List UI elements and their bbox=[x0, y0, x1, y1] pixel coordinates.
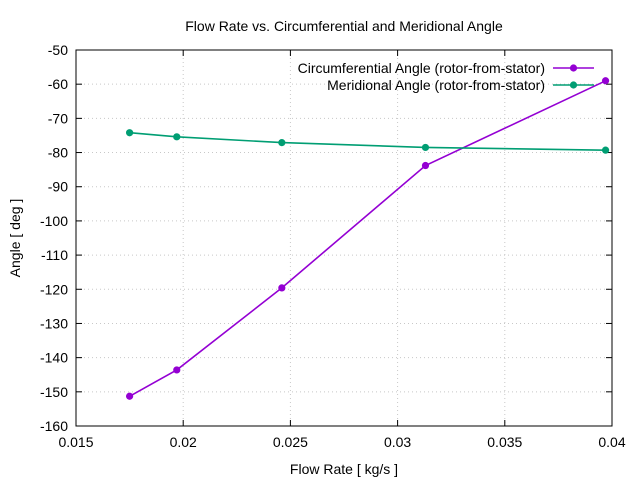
x-tick-label: 0.015 bbox=[58, 434, 93, 450]
x-tick-label: 0.03 bbox=[384, 434, 411, 450]
data-point bbox=[421, 161, 430, 170]
y-tick-label: -130 bbox=[40, 315, 68, 331]
series-line bbox=[129, 80, 606, 397]
series-2 bbox=[126, 129, 610, 154]
x-axis-label: Flow Rate [ kg/s ] bbox=[290, 461, 398, 477]
legend-marker bbox=[569, 81, 578, 89]
y-tick-label: -140 bbox=[40, 350, 68, 366]
data-point bbox=[173, 133, 181, 141]
data-point bbox=[278, 284, 286, 292]
y-tick-label: -60 bbox=[48, 76, 68, 92]
x-tick-label: 0.025 bbox=[273, 434, 308, 450]
data-point bbox=[601, 146, 610, 154]
x-tick-labels: 0.015 0.02 0.025 0.03 0.035 0.04 bbox=[58, 434, 625, 450]
y-tick-labels: -160 -150 -140 -130 -120 -110 -100 -90 -80 -70 -60… bbox=[40, 42, 68, 434]
y-tick-label: -80 bbox=[48, 145, 68, 161]
y-tick-label: -100 bbox=[40, 213, 68, 229]
legend-entry-1: Circumferential Angle (rotor-from-stator… bbox=[298, 60, 594, 76]
series-1 bbox=[126, 77, 610, 400]
y-tick-label: -120 bbox=[40, 281, 68, 297]
x-tick-label: 0.04 bbox=[598, 434, 625, 450]
data-point bbox=[173, 366, 181, 374]
y-tick-label: -110 bbox=[41, 247, 68, 263]
y-tick-label: -150 bbox=[40, 384, 68, 400]
legend-entry-2: Meridional Angle (rotor-from-stator) bbox=[327, 77, 594, 93]
legend: Circumferential Angle (rotor-from-stator… bbox=[298, 60, 594, 93]
legend-label: Meridional Angle (rotor-from-stator) bbox=[327, 77, 545, 93]
legend-marker bbox=[569, 64, 578, 72]
data-point bbox=[126, 392, 134, 400]
data-point bbox=[126, 129, 134, 137]
axis-ticks bbox=[75, 49, 613, 427]
y-tick-label: -70 bbox=[48, 110, 68, 126]
x-tick-label: 0.035 bbox=[487, 434, 522, 450]
y-tick-label: -90 bbox=[48, 179, 68, 195]
series bbox=[126, 77, 610, 400]
series-line bbox=[129, 131, 606, 151]
y-tick-label: -160 bbox=[40, 418, 68, 434]
y-tick-label: -50 bbox=[48, 42, 68, 58]
legend-label: Circumferential Angle (rotor-from-stator… bbox=[298, 60, 545, 76]
y-axis-label: Angle [ deg ] bbox=[7, 199, 23, 278]
data-point bbox=[601, 77, 610, 85]
data-point bbox=[421, 143, 430, 152]
chart-title: Flow Rate vs. Circumferential and Meridi… bbox=[185, 18, 503, 34]
x-tick-label: 0.02 bbox=[170, 434, 197, 450]
grid bbox=[76, 50, 612, 426]
plot-frame bbox=[75, 49, 613, 427]
data-point bbox=[278, 139, 286, 147]
